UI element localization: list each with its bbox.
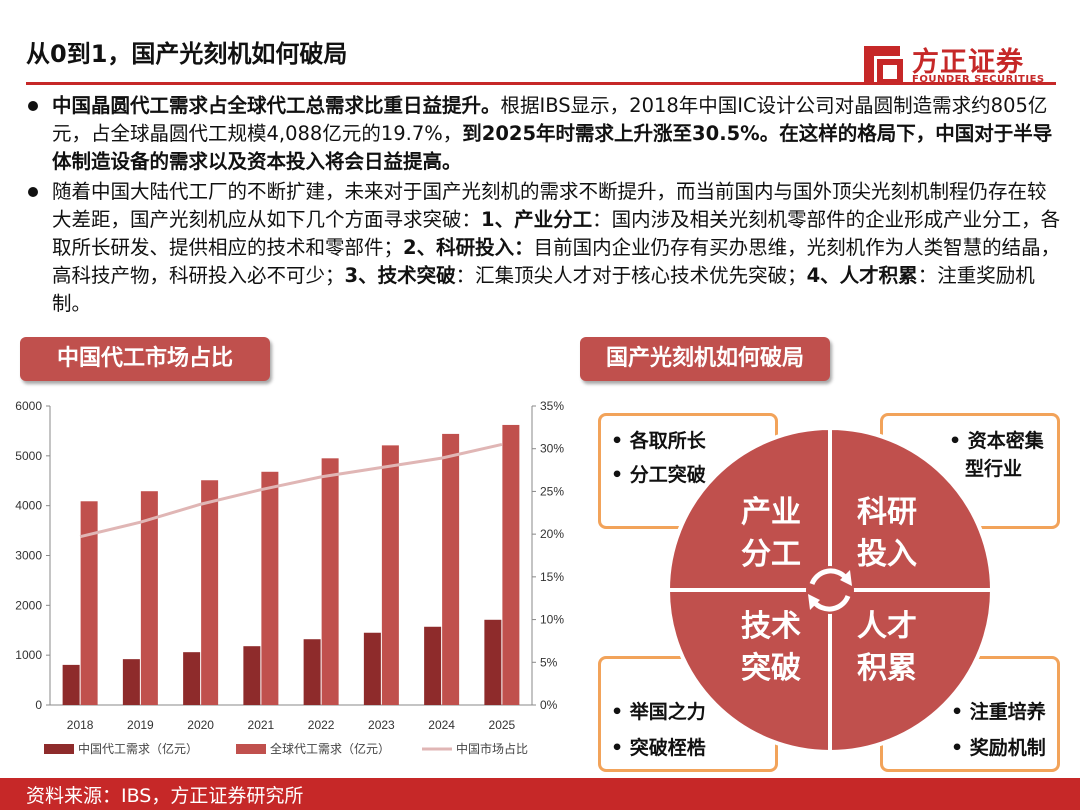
box-item: • 资本密集 xyxy=(949,430,1044,452)
bullet-text: ：国内涉及相关光刻机零部件的企业形成产业分工，各取所长研发、提供相应的技术和零部… xyxy=(52,208,1061,259)
box-item: • 注重培养 xyxy=(951,701,1046,723)
bar-china xyxy=(363,632,381,705)
quadrant-label-line: 科研 xyxy=(857,495,917,530)
bullet-dot-icon xyxy=(28,101,38,111)
title-divider xyxy=(26,82,1056,85)
left-tick-label: 5000 xyxy=(15,449,42,463)
bullet-item: 随着中国大陆代工厂的不断扩建，未来对于国产光刻机的需求不断提升，而当前国内与国外… xyxy=(22,178,1062,318)
logo-name-en: FOUNDER SECURITIES xyxy=(912,74,1045,85)
diagram-section-tag: 国产光刻机如何破局 xyxy=(580,337,830,381)
quadrant-label-line: 突破 xyxy=(741,651,801,686)
logo-name-cn: 方正证券 xyxy=(912,47,1024,78)
bar-china xyxy=(243,646,261,705)
quadrant-label-industry: 产业 分工 xyxy=(726,492,816,576)
quadrant-label-line: 产业 xyxy=(741,495,801,530)
bar-china xyxy=(183,652,201,705)
bar-china xyxy=(484,619,502,705)
box-item: • 分工突破 xyxy=(611,464,706,486)
box-item: • 奖励机制 xyxy=(951,737,1046,759)
legend-swatch xyxy=(44,744,74,754)
bar-global xyxy=(201,480,219,705)
bar-global xyxy=(80,501,98,705)
bullet-item: 中国晶圆代工需求占全球代工总需求比重日益提升。根据IBS显示，2018年中国IC… xyxy=(22,92,1062,176)
footer-bar: 资料来源：IBS，方正证券研究所 xyxy=(0,778,1080,810)
bar-china xyxy=(303,639,321,705)
right-tick-label: 0% xyxy=(540,698,558,712)
right-tick-label: 25% xyxy=(540,484,564,498)
founder-logo-icon xyxy=(864,46,903,85)
x-tick-label: 2025 xyxy=(489,718,516,732)
left-tick-label: 2000 xyxy=(15,598,42,612)
bullet-text: ：注重奖励机制。 xyxy=(52,264,1035,315)
legend-label: 全球代工需求（亿元） xyxy=(270,741,390,756)
quadrant-label-line: 积累 xyxy=(857,651,917,686)
quadrant-label-line: 技术 xyxy=(741,609,801,644)
bullet-text: 目前国内企业仍存有买办思维，光刻机作为人类智慧的结晶，高科技产物，科研投入必不可… xyxy=(52,236,1061,287)
legend-label: 中国市场占比 xyxy=(456,741,528,756)
quadrant-label-line: 人才 xyxy=(857,609,917,644)
bar-global xyxy=(502,424,520,705)
bullet-bold-text: 中国晶圆代工需求占全球代工总需求比重日益提升。 xyxy=(52,94,501,117)
x-tick-label: 2021 xyxy=(248,718,275,732)
bar-china xyxy=(424,626,442,705)
bullet-text: ：汇集顶尖人才对于核心技术优先突破； xyxy=(455,264,807,287)
box-item: 型行业 xyxy=(965,458,1023,480)
left-tick-label: 6000 xyxy=(15,399,42,413)
right-tick-label: 5% xyxy=(540,655,558,669)
box-item: • 各取所长 xyxy=(611,430,706,452)
bullet-bold-text: 1、产业分工 xyxy=(481,208,593,231)
bar-china xyxy=(122,659,140,705)
right-tick-label: 20% xyxy=(540,527,564,541)
box-item: • 突破桎梏 xyxy=(611,737,706,759)
quadrant-label-line: 投入 xyxy=(857,537,917,572)
bullet-list: 中国晶圆代工需求占全球代工总需求比重日益提升。根据IBS显示，2018年中国IC… xyxy=(22,92,1062,320)
left-tick-label: 4000 xyxy=(15,499,42,513)
chart-section-tag: 中国代工市场占比 xyxy=(20,337,270,381)
legend-swatch xyxy=(236,744,266,754)
quadrant-label-talent: 人才 积累 xyxy=(842,606,932,690)
bullet-text: 根据IBS显示，2018年中国IC设计公司对晶圆制造需求约805亿元，占全球晶圆… xyxy=(52,94,1048,145)
bullet-bold-text: 到2025年时需求上升涨至30.5%。在这样的格局下，中国对于半导体制造设备的需… xyxy=(52,122,1053,173)
x-tick-label: 2019 xyxy=(127,718,154,732)
company-logo: 方正证券 FOUNDER SECURITIES xyxy=(860,40,1050,90)
bar-global xyxy=(261,471,279,705)
bullet-dot-icon xyxy=(28,187,38,197)
page-title: 从0到1，国产光刻机如何破局 xyxy=(26,40,348,68)
quadrant-label-line: 分工 xyxy=(741,537,801,572)
right-tick-label: 10% xyxy=(540,613,564,627)
bar-global xyxy=(442,433,460,705)
box-item: • 举国之力 xyxy=(611,701,706,723)
bullet-text: 随着中国大陆代工厂的不断扩建，未来对于国产光刻机的需求不断提升，而当前国内与国外… xyxy=(52,180,1047,231)
quadrant-label-technology: 技术 突破 xyxy=(726,606,816,690)
source-note: 资料来源：IBS，方正证券研究所 xyxy=(26,785,304,807)
bar-global xyxy=(140,491,158,705)
quadrant-label-research: 科研 投入 xyxy=(842,492,932,576)
market-share-chart: 0 1000 2000 3000 4000 5000 6000 0% 5% 10% 15% 20% 25… xyxy=(15,399,564,756)
x-tick-label: 2020 xyxy=(187,718,214,732)
legend-label: 中国代工需求（亿元） xyxy=(78,741,198,756)
bar-global xyxy=(321,458,339,705)
bar-global xyxy=(381,445,399,705)
right-tick-label: 35% xyxy=(540,399,564,413)
share-line xyxy=(79,442,503,539)
right-tick-label: 30% xyxy=(540,442,564,456)
bar-china xyxy=(62,664,80,705)
x-tick-label: 2022 xyxy=(308,718,335,732)
bullet-bold-text: 3、技术突破 xyxy=(344,264,456,287)
x-tick-label: 2023 xyxy=(368,718,395,732)
x-tick-label: 2018 xyxy=(67,718,94,732)
left-tick-label: 0 xyxy=(35,698,42,712)
bullet-bold-text: 2、科研投入： xyxy=(403,236,534,259)
bullet-bold-text: 4、人才积累 xyxy=(806,264,918,287)
left-tick-label: 1000 xyxy=(15,648,42,662)
left-tick-label: 3000 xyxy=(15,549,42,563)
x-tick-label: 2024 xyxy=(428,718,455,732)
right-tick-label: 15% xyxy=(540,570,564,584)
